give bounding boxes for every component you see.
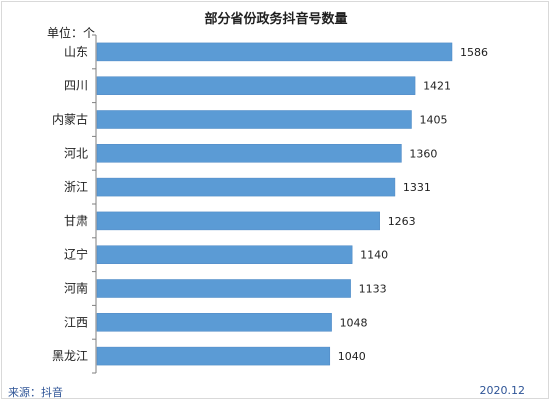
category-label: 浙江	[64, 180, 88, 194]
bar	[96, 313, 332, 332]
bar	[96, 144, 402, 163]
category-label: 河南	[64, 281, 88, 296]
value-label: 1048	[340, 316, 368, 329]
bar	[96, 177, 396, 197]
value-label: 1133	[359, 283, 387, 296]
value-label: 1360	[409, 147, 437, 160]
bar	[96, 76, 416, 95]
value-label: 1140	[360, 249, 388, 262]
source-note: 来源：抖音	[8, 386, 63, 399]
bar	[96, 279, 351, 298]
unit-label: 单位：个	[47, 26, 96, 40]
bar	[96, 110, 412, 129]
value-label: 1586	[460, 46, 488, 59]
category-label: 四川	[64, 79, 88, 93]
category-label: 黑龙江	[52, 349, 88, 363]
date-note: 2020.12	[479, 384, 526, 397]
category-label: 河北	[64, 146, 88, 160]
value-label: 1263	[388, 215, 416, 228]
bar	[96, 346, 331, 366]
bars-group: 1586 1421 1405 1360 1331 1263 1140 1133 1048 1040	[96, 42, 488, 366]
category-label: 山东	[64, 45, 88, 59]
value-label: 1421	[423, 80, 451, 93]
chart-title: 部分省份政务抖音号数量	[204, 12, 348, 27]
category-label: 江西	[64, 315, 88, 329]
value-label: 1040	[338, 350, 366, 363]
bar	[96, 211, 380, 231]
bar	[96, 245, 353, 264]
value-label: 1331	[403, 181, 431, 194]
value-label: 1405	[419, 114, 447, 127]
bar	[96, 42, 453, 62]
category-label: 内蒙古	[52, 112, 88, 127]
category-label: 辽宁	[64, 247, 88, 262]
category-label: 甘肃	[64, 214, 88, 228]
